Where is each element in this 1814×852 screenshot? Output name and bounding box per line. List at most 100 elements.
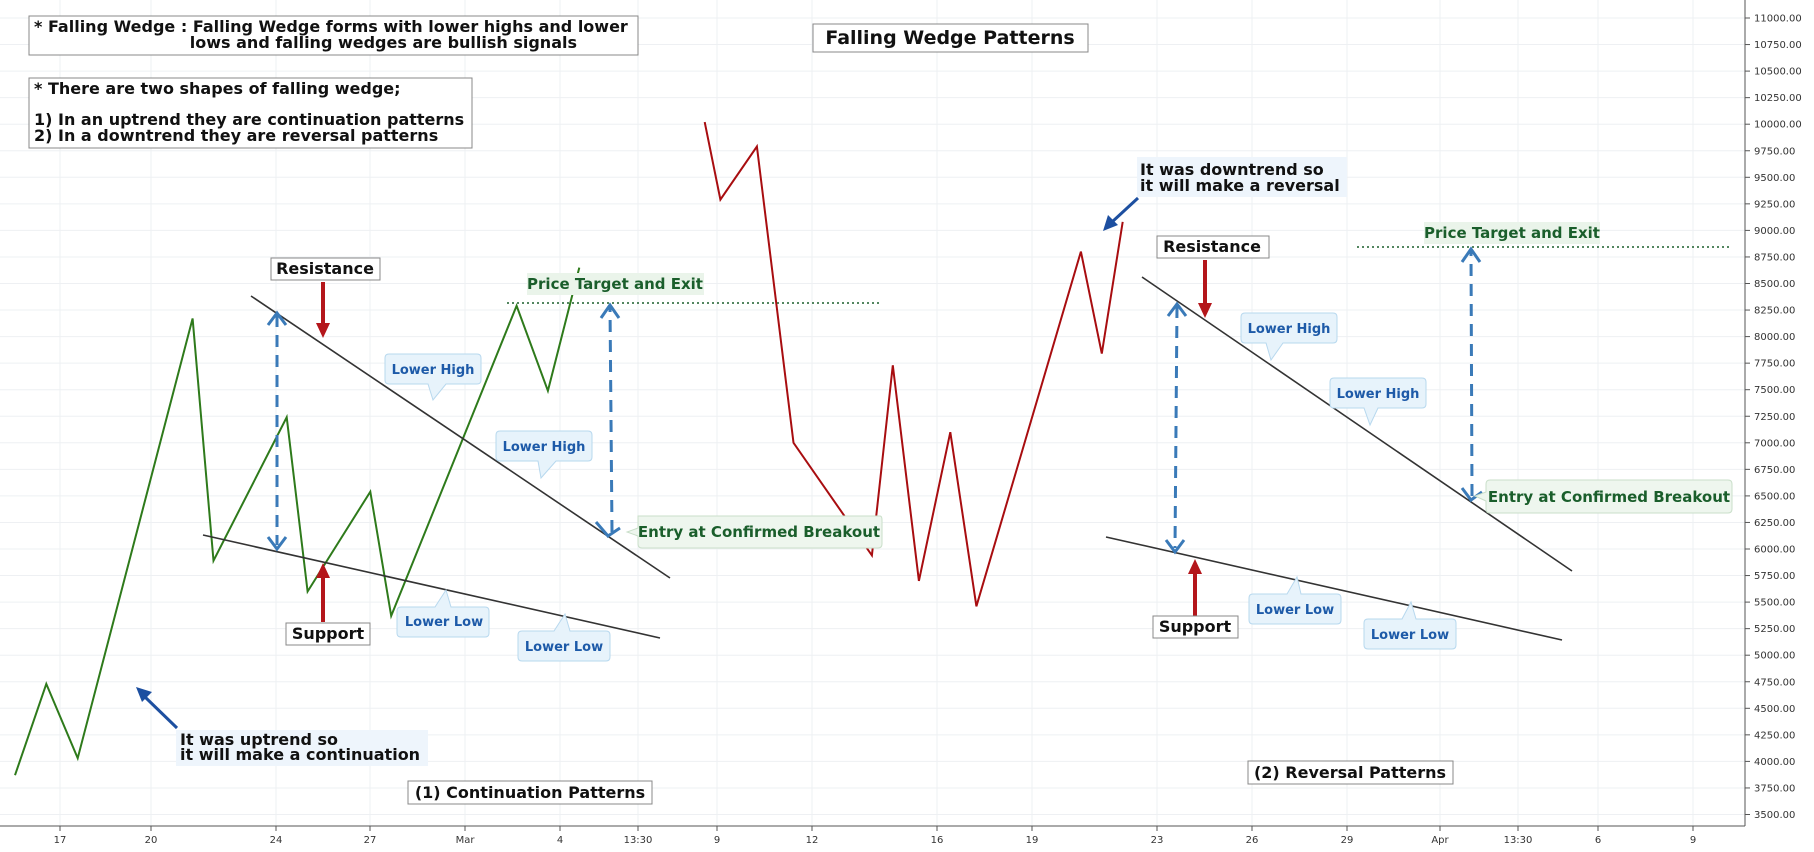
y-tick-label: 7750.00 xyxy=(1754,359,1795,370)
right-entry-label: Entry at Confirmed Breakout xyxy=(1473,479,1733,514)
svg-text:Lower High: Lower High xyxy=(503,440,586,455)
downtrend-arrow xyxy=(1103,196,1140,231)
x-tick-label: 16 xyxy=(931,835,944,846)
continuation-label: (1) Continuation Patterns xyxy=(407,780,653,805)
left-support-line xyxy=(202,534,661,639)
right-lower-low-2: Lower Low xyxy=(1363,600,1457,650)
svg-text:Resistance: Resistance xyxy=(1163,237,1261,256)
svg-text:it will make a reversal: it will make a reversal xyxy=(1140,176,1340,195)
y-tick-label: 6000.00 xyxy=(1754,545,1795,556)
series-line-1 xyxy=(14,267,581,776)
x-tick-label: 6 xyxy=(1595,835,1601,846)
svg-text:It was uptrend so: It was uptrend so xyxy=(180,730,338,749)
left-lower-high-1: Lower High xyxy=(384,353,482,402)
shapes-line-2: 1) In an uptrend they are continuation p… xyxy=(34,110,464,129)
chart-title: Falling Wedge Patterns xyxy=(825,27,1074,49)
x-tick-label: 29 xyxy=(1341,835,1354,846)
x-tick-label: 9 xyxy=(714,835,720,846)
y-tick-label: 7000.00 xyxy=(1754,438,1795,449)
svg-text:it will make a continuation: it will make a continuation xyxy=(180,745,420,764)
y-tick-label: 5500.00 xyxy=(1754,598,1795,609)
svg-text:Entry at Confirmed Breakout: Entry at Confirmed Breakout xyxy=(638,523,880,541)
y-tick-label: 6250.00 xyxy=(1754,518,1795,529)
svg-text:Lower Low: Lower Low xyxy=(405,615,483,630)
y-tick-label: 10500.00 xyxy=(1754,67,1802,78)
svg-text:Entry at Confirmed Breakout: Entry at Confirmed Breakout xyxy=(1488,488,1730,506)
uptrend-note: It was uptrend so it will make a continu… xyxy=(176,730,428,766)
shapes-box: * There are two shapes of falling wedge;… xyxy=(28,77,473,149)
series-line-2 xyxy=(703,121,1124,607)
left-support-label: Support xyxy=(285,622,371,646)
price-series xyxy=(14,121,1124,776)
x-tick-label: 13:30 xyxy=(624,835,653,846)
right-support-line xyxy=(1105,536,1563,641)
y-tick-label: 9000.00 xyxy=(1754,226,1795,237)
svg-text:Price Target and Exit: Price Target and Exit xyxy=(1424,224,1600,242)
y-tick-label: 11000.00 xyxy=(1754,14,1802,25)
svg-text:Resistance: Resistance xyxy=(276,259,374,278)
y-tick-label: 9250.00 xyxy=(1754,199,1795,210)
svg-text:Support: Support xyxy=(1159,617,1232,636)
shapes-line-3: 2) In a downtrend they are reversal patt… xyxy=(34,126,438,145)
left-resistance-label: Resistance xyxy=(270,257,381,281)
reversal-label: (2) Reversal Patterns xyxy=(1247,760,1454,785)
svg-text:Lower Low: Lower Low xyxy=(525,640,603,655)
y-tick-label: 10250.00 xyxy=(1754,93,1802,104)
uptrend-arrow xyxy=(136,687,179,730)
x-tick-label: 9 xyxy=(1690,835,1696,846)
x-tick-label: 26 xyxy=(1246,835,1259,846)
y-tick-label: 4500.00 xyxy=(1754,704,1795,715)
x-tick-label: 4 xyxy=(557,835,563,846)
left-resistance-arrow xyxy=(316,282,330,338)
info-box: * Falling Wedge : Falling Wedge forms wi… xyxy=(28,15,639,56)
right-wedge-lines xyxy=(1105,276,1573,641)
y-tick-label: 3500.00 xyxy=(1754,810,1795,821)
x-tick-label: 20 xyxy=(145,835,158,846)
svg-text:Lower Low: Lower Low xyxy=(1371,628,1449,643)
y-tick-label: 8000.00 xyxy=(1754,332,1795,343)
right-measure-arrows xyxy=(1164,246,1483,555)
y-tick-label: 8250.00 xyxy=(1754,306,1795,317)
y-tick-label: 4250.00 xyxy=(1754,730,1795,741)
shapes-line-1: * There are two shapes of falling wedge; xyxy=(34,79,401,98)
svg-text:Support: Support xyxy=(292,624,365,643)
svg-text:Lower High: Lower High xyxy=(1248,322,1331,337)
left-entry-label: Entry at Confirmed Breakout xyxy=(625,515,883,549)
left-lower-low-2: Lower Low xyxy=(517,612,611,662)
left-lower-low-1: Lower Low xyxy=(396,588,490,638)
info-line-2: lows and falling wedges are bullish sign… xyxy=(190,33,577,52)
y-tick-label: 4750.00 xyxy=(1754,677,1795,688)
x-tick-label: 27 xyxy=(364,835,377,846)
y-tick-label: 6750.00 xyxy=(1754,465,1795,476)
svg-text:Price Target and Exit: Price Target and Exit xyxy=(527,275,703,293)
right-lower-high-2: Lower High xyxy=(1329,377,1427,427)
chart-grid xyxy=(0,0,1745,826)
x-tick-label: 17 xyxy=(54,835,67,846)
svg-text:Lower High: Lower High xyxy=(392,363,475,378)
left-lower-high-2: Lower High xyxy=(495,430,593,480)
info-line-1: * Falling Wedge : Falling Wedge forms wi… xyxy=(34,17,628,36)
y-tick-label: 9500.00 xyxy=(1754,173,1795,184)
svg-text:Lower Low: Lower Low xyxy=(1256,603,1334,618)
x-tick-label: 24 xyxy=(270,835,283,846)
right-resistance-arrow xyxy=(1198,260,1212,318)
svg-text:Lower High: Lower High xyxy=(1337,387,1420,402)
y-tick-label: 5750.00 xyxy=(1754,571,1795,582)
right-support-label: Support xyxy=(1152,615,1239,639)
x-tick-label: 13:30 xyxy=(1504,835,1533,846)
y-tick-label: 3750.00 xyxy=(1754,783,1795,794)
left-price-target-label: Price Target and Exit xyxy=(527,273,704,295)
x-tick-label: 23 xyxy=(1151,835,1164,846)
downtrend-note: It was downtrend so it will make a rever… xyxy=(1137,157,1347,197)
y-tick-label: 10750.00 xyxy=(1754,40,1802,51)
left-measure-arrows xyxy=(266,302,621,552)
svg-text:(2) Reversal Patterns: (2) Reversal Patterns xyxy=(1254,763,1446,782)
x-tick-label: 12 xyxy=(806,835,819,846)
svg-text:It was downtrend so: It was downtrend so xyxy=(1140,160,1324,179)
y-tick-label: 6500.00 xyxy=(1754,491,1795,502)
y-tick-label: 10000.00 xyxy=(1754,120,1802,131)
y-tick-label: 5250.00 xyxy=(1754,624,1795,635)
y-tick-label: 5000.00 xyxy=(1754,651,1795,662)
y-tick-label: 8750.00 xyxy=(1754,252,1795,263)
